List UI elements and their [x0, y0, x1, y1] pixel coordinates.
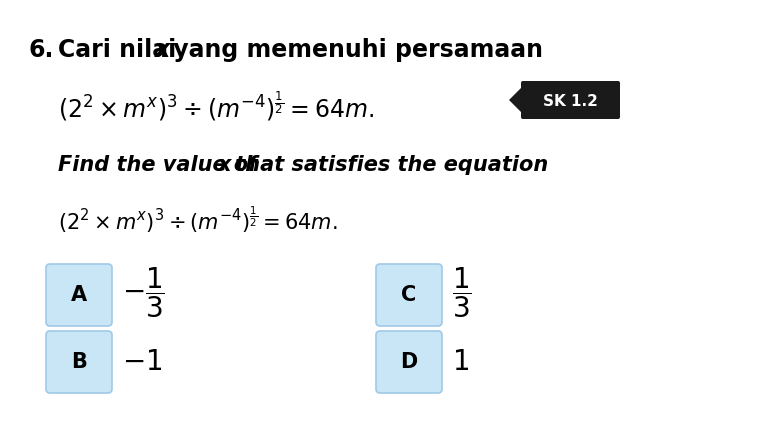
Text: yang memenuhi persamaan: yang memenuhi persamaan — [165, 38, 543, 62]
FancyBboxPatch shape — [46, 331, 112, 393]
FancyBboxPatch shape — [46, 264, 112, 326]
FancyBboxPatch shape — [376, 264, 442, 326]
Text: $-1$: $-1$ — [122, 348, 162, 376]
Text: 6.: 6. — [28, 38, 53, 62]
Text: $\dfrac{1}{3}$: $\dfrac{1}{3}$ — [452, 266, 472, 320]
Text: Find the value of: Find the value of — [58, 155, 264, 175]
FancyBboxPatch shape — [521, 81, 620, 119]
Text: $1$: $1$ — [452, 348, 469, 376]
Text: x: x — [155, 38, 170, 62]
Polygon shape — [509, 86, 523, 114]
Text: x: x — [218, 155, 231, 175]
FancyBboxPatch shape — [376, 331, 442, 393]
Text: A: A — [71, 285, 87, 305]
Text: that satisfies the equation: that satisfies the equation — [228, 155, 548, 175]
Text: $-\dfrac{1}{3}$: $-\dfrac{1}{3}$ — [122, 266, 165, 320]
Text: $(2^2 \times m^x)^3 \div (m^{-4})^{\frac{1}{2}} = 64m.$: $(2^2 \times m^x)^3 \div (m^{-4})^{\frac… — [58, 205, 338, 235]
Text: $(2^2 \times m^x)^3 \div (m^{-4})^{\frac{1}{2}} = 64m.$: $(2^2 \times m^x)^3 \div (m^{-4})^{\frac… — [58, 90, 374, 123]
Text: C: C — [402, 285, 416, 305]
Text: B: B — [71, 352, 87, 372]
Text: SK 1.2: SK 1.2 — [543, 93, 598, 108]
Text: D: D — [400, 352, 418, 372]
Text: Cari nilai: Cari nilai — [58, 38, 184, 62]
